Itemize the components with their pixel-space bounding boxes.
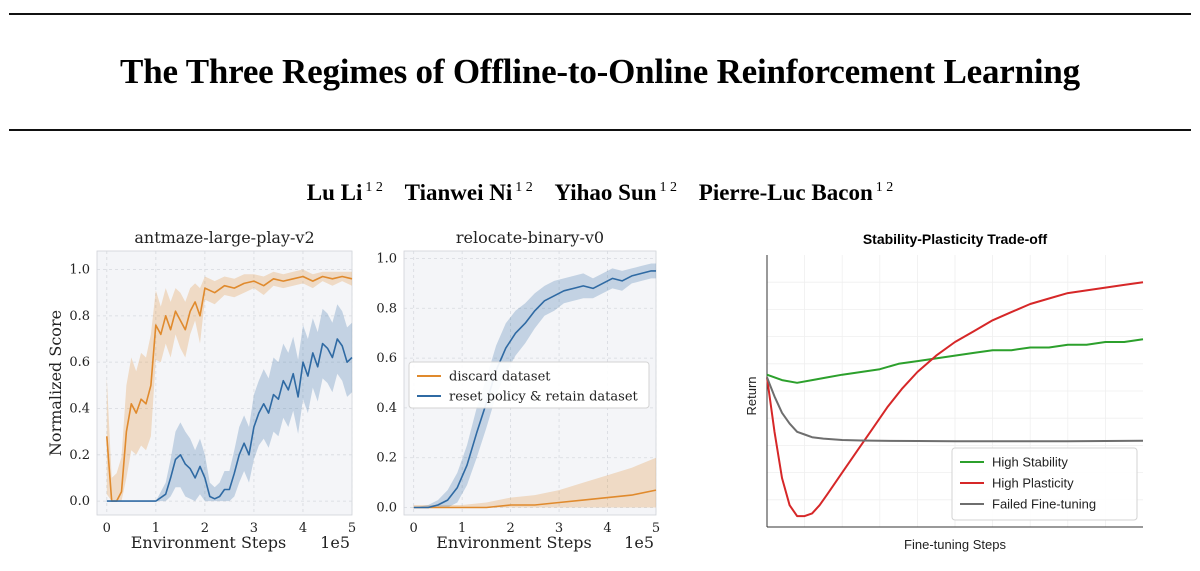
- legend-frame: [408, 361, 650, 409]
- legend: High Stability High Plasticity Failed Fine…: [951, 447, 1138, 521]
- y-axis-label: Normalized Score: [46, 310, 65, 456]
- series-line-2: [766, 281, 1144, 518]
- x-tick-label: 0: [410, 521, 418, 536]
- series-line-2: [413, 270, 656, 509]
- author: Yihao Sun 1 2: [554, 180, 677, 205]
- x-scale-note: 1e5: [624, 533, 654, 552]
- chart-title: relocate-binary-v0: [456, 228, 604, 247]
- series-band-1: [106, 269, 352, 502]
- x-tick-label: 2: [201, 521, 209, 536]
- paper-title: The Three Regimes of Offline-to-Online R…: [120, 52, 1080, 91]
- bottom-rule: [9, 129, 1191, 131]
- author-name: Yihao Sun: [554, 180, 657, 205]
- legend-label: High Stability: [992, 455, 1068, 470]
- x-tick-label: 5: [652, 521, 660, 536]
- y-tick-label: 0.8: [69, 309, 90, 324]
- y-tick-label: 0.4: [69, 401, 90, 416]
- y-axis-label: Return: [744, 376, 759, 415]
- plot-area: [96, 250, 353, 516]
- x-tick-label: 3: [250, 521, 258, 536]
- series-line-1: [413, 489, 657, 509]
- legend-label: reset policy & retain dataset: [449, 390, 639, 405]
- author: Pierre-Luc Bacon 1 2: [699, 180, 893, 205]
- x-axis-label: Environment Steps: [436, 533, 592, 552]
- author-affiliations: 1 2: [875, 180, 894, 195]
- chart-title: Stability-Plasticity Trade-off: [863, 231, 1048, 247]
- y-tick-label: 1.0: [376, 251, 397, 266]
- legend: discard dataset reset policy & retain dat…: [408, 361, 650, 409]
- legend-label: High Plasticity: [992, 476, 1074, 491]
- x-tick-label: 1: [152, 521, 160, 536]
- series-line-2: [106, 338, 353, 502]
- x-tick-label: 3: [555, 521, 563, 536]
- x-tick-label: 4: [299, 521, 307, 536]
- chart-title: antmaze-large-play-v2: [134, 228, 314, 247]
- y-tick-label: 0.4: [376, 401, 397, 416]
- series-band-1: [413, 457, 656, 508]
- series-line-1: [766, 338, 1144, 384]
- x-tick-label: 0: [103, 521, 111, 536]
- legend-label: Failed Fine-tuning: [992, 497, 1096, 512]
- author: Lu Li 1 2: [307, 180, 383, 205]
- legend-frame: [951, 447, 1138, 521]
- author-affiliations: 1 2: [659, 180, 678, 195]
- y-tick-label: 0.0: [69, 494, 90, 509]
- y-tick-label: 1.0: [69, 263, 90, 278]
- y-tick-label: 0.6: [376, 351, 397, 366]
- x-tick-label: 2: [506, 521, 514, 536]
- x-axis-label: Fine-tuning Steps: [904, 537, 1006, 552]
- chart-3: Stability-Plasticity Trade-off Fine-tunin…: [744, 231, 1144, 552]
- x-scale-note: 1e5: [320, 533, 350, 552]
- y-tick-label: 0.6: [69, 355, 90, 370]
- author-list: Lu Li 1 2 Tianwei Ni 1 2 Yihao Sun 1 2 Pier…: [0, 180, 1200, 206]
- y-tick-label: 0.2: [376, 451, 397, 466]
- x-tick-label: 4: [603, 521, 611, 536]
- author-name: Lu Li: [306, 180, 363, 205]
- author-name: Tianwei Ni: [404, 180, 513, 205]
- series-band-2: [106, 304, 352, 502]
- y-tick-label: 0.2: [69, 448, 90, 463]
- x-axis-label: Environment Steps: [131, 533, 287, 552]
- series-line-3: [766, 377, 1144, 443]
- chart-1: antmaze-large-play-v2 0 1 2 3 4 5 0.0 0.2 0.4 0.6 0…: [46, 228, 356, 552]
- y-tick-label: 0.8: [376, 301, 397, 316]
- x-tick-label: 5: [348, 521, 356, 536]
- series-band-2: [413, 263, 656, 508]
- series-line-1: [106, 275, 353, 502]
- author-affiliations: 1 2: [365, 180, 383, 195]
- author-name: Pierre-Luc Bacon: [698, 180, 873, 205]
- legend-label: discard dataset: [449, 370, 551, 385]
- author-affiliations: 1 2: [515, 180, 533, 195]
- top-rule: [9, 13, 1191, 15]
- chart-2: relocate-binary-v0 0 1 2 3 4 5 0.0 0.2 0.4 0.6 0.8 1…: [376, 228, 660, 552]
- author: Tianwei Ni 1 2: [405, 180, 533, 205]
- y-tick-label: 0.0: [376, 501, 397, 516]
- x-tick-label: 1: [458, 521, 466, 536]
